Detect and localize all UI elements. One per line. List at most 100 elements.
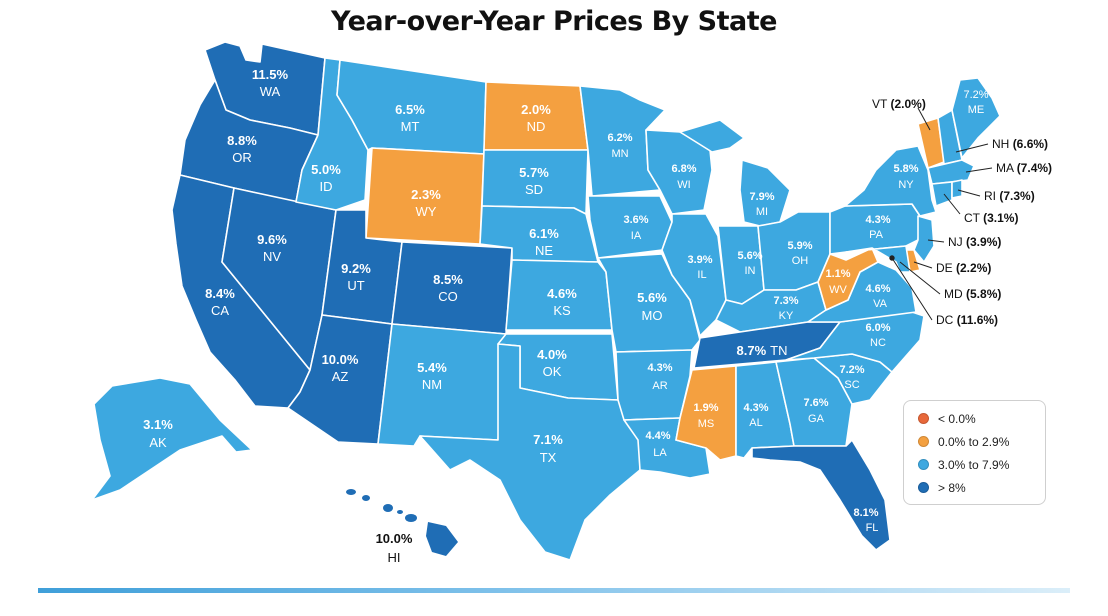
callout-NH-value: (6.6%): [1013, 137, 1048, 151]
callout-NH-abbr: NH: [992, 137, 1009, 151]
svg-text:8.4%: 8.4%: [205, 286, 235, 301]
legend-swatch-icon: [918, 413, 929, 424]
state-IN[interactable]: [717, 225, 765, 305]
svg-text:9.2%: 9.2%: [341, 261, 371, 276]
label-IL-abbr: IL: [697, 269, 706, 281]
svg-text:6.8%: 6.8%: [671, 163, 696, 175]
callout-NJ-value: (3.9%): [966, 235, 1001, 249]
state-ME[interactable]: [951, 77, 1001, 159]
label-WV-value: 1.1%: [825, 268, 850, 280]
state-NJ[interactable]: [913, 215, 935, 263]
label-IN-abbr: IN: [745, 265, 756, 277]
state-MD[interactable]: [845, 245, 911, 273]
svg-text:4.3%: 4.3%: [865, 214, 890, 226]
label-SC-value: 7.2%: [839, 364, 864, 376]
state-CT[interactable]: [931, 181, 953, 207]
svg-text:4.6%: 4.6%: [865, 283, 890, 295]
label-WA-value: 11.5%: [252, 67, 289, 82]
svg-text:1.1%: 1.1%: [825, 268, 850, 280]
svg-text:4.3%: 4.3%: [743, 402, 768, 414]
label-OH-value: 5.9%: [787, 240, 812, 252]
svg-text:8.8%: 8.8%: [227, 133, 257, 148]
state-TX[interactable]: [419, 343, 641, 561]
label-AR-abbr: AR: [652, 380, 667, 392]
footer-accent-bar: [38, 588, 1070, 593]
label-NV-value: 9.6%: [257, 232, 287, 247]
label-MI-value: 7.9%: [749, 191, 774, 203]
callout-RI-abbr: RI: [984, 189, 996, 203]
state-IA[interactable]: [587, 195, 673, 259]
state-WV[interactable]: [817, 247, 879, 311]
label-NY-value: 5.8%: [893, 163, 918, 175]
label-WV-abbr: WV: [829, 284, 847, 296]
svg-text:10.0%: 10.0%: [376, 531, 413, 546]
svg-text:8.5%: 8.5%: [433, 272, 463, 287]
label-OK-value: 4.0%: [537, 347, 567, 362]
state-HI[interactable]: [346, 489, 458, 556]
label-KY-value: 7.3%: [773, 295, 798, 307]
svg-text:11.5%: 11.5%: [252, 67, 289, 82]
legend-swatch-icon: [918, 459, 929, 470]
svg-text:3.6%: 3.6%: [623, 214, 648, 226]
label-NC-value: 6.0%: [865, 322, 890, 334]
label-MT-value: 6.5%: [395, 102, 425, 117]
legend: < 0.0% 0.0% to 2.9% 3.0% to 7.9% > 8%: [903, 400, 1046, 505]
callout-NJ-abbr: NJ: [948, 235, 963, 249]
state-labels: 11.5% WA 8.8% OR 8.4% CA 9.6% NV 5.0% ID…: [143, 67, 989, 565]
label-LA-abbr: LA: [653, 447, 667, 459]
label-GA-value: 7.6%: [803, 397, 828, 409]
label-SD-value: 5.7%: [519, 165, 549, 180]
state-AK[interactable]: [91, 377, 253, 501]
label-GA-abbr: GA: [808, 413, 825, 425]
label-PA-value: 4.3%: [865, 214, 890, 226]
legend-swatch-icon: [918, 436, 929, 447]
callout-RI-value: (7.3%): [999, 189, 1034, 203]
svg-text:5.4%: 5.4%: [417, 360, 447, 375]
svg-text:NJ (3.9%): NJ (3.9%): [948, 235, 1001, 249]
svg-text:4.0%: 4.0%: [537, 347, 567, 362]
label-MN-value: 6.2%: [607, 132, 632, 144]
label-VA-value: 4.6%: [865, 283, 890, 295]
label-HI-abbr: HI: [388, 550, 401, 565]
callout-MD-abbr: MD: [944, 287, 963, 301]
state-IL[interactable]: [661, 213, 727, 337]
svg-text:6.2%: 6.2%: [607, 132, 632, 144]
svg-text:5.0%: 5.0%: [311, 162, 341, 177]
label-NV-abbr: NV: [263, 249, 281, 264]
state-RI[interactable]: [951, 179, 963, 199]
svg-text:CT (3.1%): CT (3.1%): [964, 211, 1018, 225]
label-NM-value: 5.4%: [417, 360, 447, 375]
label-WI-value: 6.8%: [671, 163, 696, 175]
label-AK-abbr: AK: [149, 435, 167, 450]
svg-text:7.2%: 7.2%: [839, 364, 864, 376]
svg-text:5.9%: 5.9%: [787, 240, 812, 252]
svg-text:VT (2.0%): VT (2.0%): [872, 97, 926, 111]
label-NE-value: 6.1%: [529, 226, 559, 241]
label-IA-abbr: IA: [631, 230, 642, 242]
legend-label: > 8%: [938, 480, 966, 495]
label-TX-abbr: TX: [540, 450, 557, 465]
svg-text:6.1%: 6.1%: [529, 226, 559, 241]
callout-DC-abbr: DC: [936, 313, 954, 327]
legend-label: 3.0% to 7.9%: [938, 457, 1010, 472]
legend-item: < 0.0%: [918, 407, 1045, 430]
label-MI-abbr: MI: [756, 206, 768, 218]
legend-label: < 0.0%: [938, 411, 976, 426]
label-NC-abbr: NC: [870, 337, 886, 349]
callout-MA-value: (7.4%): [1017, 161, 1052, 175]
label-UT-value: 9.2%: [341, 261, 371, 276]
label-AR-value: 4.3%: [647, 362, 672, 374]
label-IA-value: 3.6%: [623, 214, 648, 226]
label-KS-value: 4.6%: [547, 286, 577, 301]
label-ND-value: 2.0%: [521, 102, 551, 117]
state-CO[interactable]: [391, 241, 513, 335]
label-AZ-value: 10.0%: [322, 352, 359, 367]
label-CO-abbr: CO: [438, 289, 458, 304]
label-CA-abbr: CA: [211, 303, 229, 318]
svg-text:4.6%: 4.6%: [547, 286, 577, 301]
svg-text:7.2%: 7.2%: [963, 89, 988, 101]
state-MA[interactable]: [927, 159, 975, 185]
state-FL[interactable]: [751, 439, 891, 551]
label-TX-value: 7.1%: [533, 432, 563, 447]
legend-item: > 8%: [918, 476, 1045, 499]
